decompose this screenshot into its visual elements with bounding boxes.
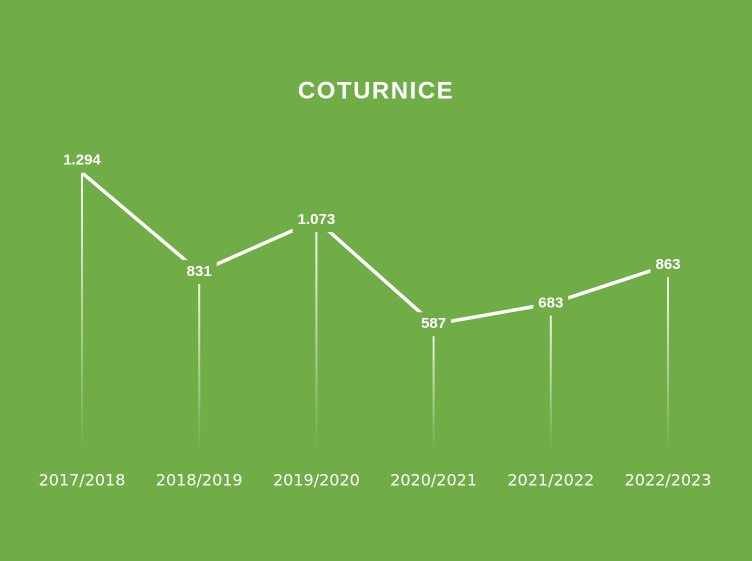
drop-line [432,324,435,450]
data-label-bg [292,208,341,233]
data-label: 831 [187,263,212,280]
drop-line [549,303,552,450]
data-label-bg [650,253,686,278]
x-tick-label: 2022/2023 [625,471,712,490]
drop-line [81,172,83,450]
drop-line [198,271,201,450]
x-tick-label: 2019/2020 [273,471,360,490]
chart-title: COTURNICE [298,77,454,104]
data-label: 587 [421,315,446,332]
data-label-bg [58,148,106,173]
data-label-bg [533,291,569,316]
data-label-bg [416,312,452,337]
drop-line [667,265,669,450]
data-label: 1.294 [63,152,101,169]
x-tick-label: 2018/2019 [156,471,243,490]
line [80,171,669,327]
drop-line [315,220,318,450]
x-tick-label: 2021/2022 [507,471,594,490]
x-tick-label: 2020/2021 [390,471,477,490]
data-label-bg [181,259,217,284]
data-label: 1.073 [298,211,336,228]
data-label: 683 [538,295,563,312]
data-label: 863 [655,256,680,273]
x-tick-label: 2017/2018 [39,471,126,490]
